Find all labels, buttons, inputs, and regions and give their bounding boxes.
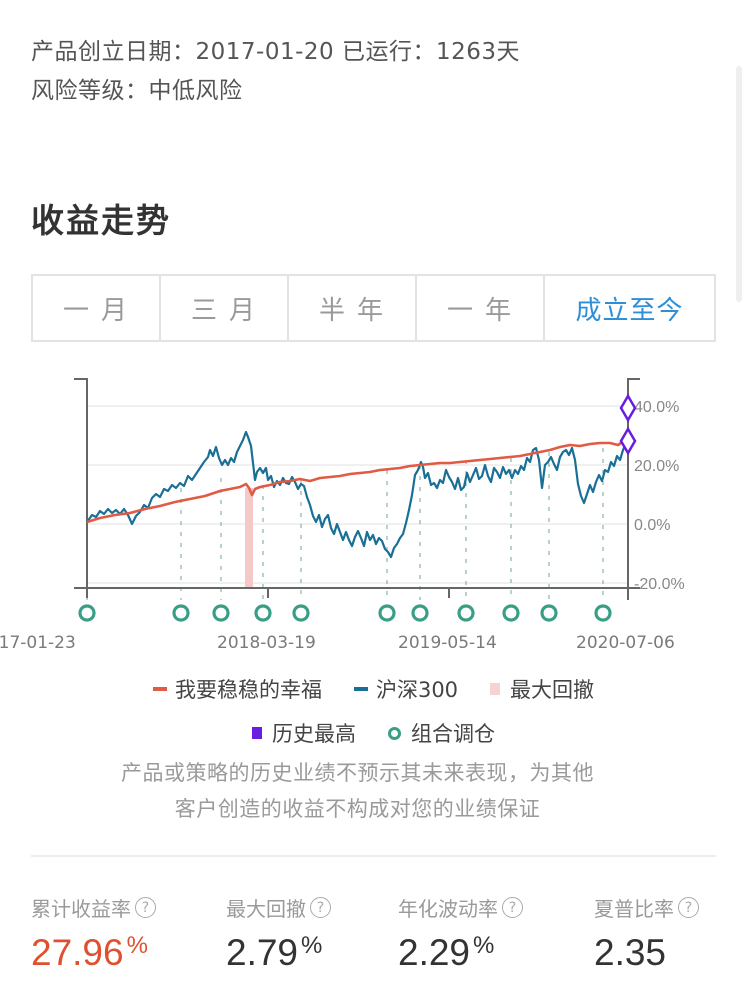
metric-cumulative-return: 累计收益率 ? 27.96% [31, 893, 156, 974]
rebalance-markers[interactable] [78, 604, 612, 622]
product-founded-line: 产品创立日期：2017-01-20 已运行：1263天 [31, 32, 520, 66]
help-icon[interactable]: ? [678, 897, 699, 918]
help-icon[interactable]: ? [135, 897, 156, 918]
metric-unit: % [126, 932, 148, 959]
tab-one-month[interactable]: 一月 [33, 276, 161, 340]
metric-sharpe-ratio: 夏普比率 ? 2.35 [594, 893, 699, 974]
help-icon[interactable]: ? [502, 897, 523, 918]
metric-label: 累计收益率 [31, 897, 131, 921]
section-title: 收益走势 [31, 201, 171, 240]
legend-row-2: 历史最高 组合调仓 [0, 718, 747, 748]
legend-product[interactable]: 我要稳稳的幸福 [152, 674, 322, 704]
metric-unit: % [473, 932, 495, 959]
help-icon[interactable]: ? [310, 897, 331, 918]
legend-drawdown[interactable]: 最大回撤 [490, 674, 594, 704]
svg-text:0.0%: 0.0% [634, 517, 670, 534]
founded-date: 2017-01-20 [195, 39, 335, 65]
disclaimer-line-2: 客户创造的收益不构成对您的业绩保证 [174, 797, 541, 821]
svg-text:20.0%: 20.0% [634, 458, 679, 475]
x-label-2: 2018-03-19 [217, 633, 316, 653]
running-label: 已运行： [341, 39, 436, 65]
x-label-4: 2020-07-06 [576, 633, 675, 653]
high-marker-icon [619, 393, 637, 423]
scrollbar[interactable] [736, 66, 742, 302]
tab-half-year[interactable]: 半年 [289, 276, 417, 340]
svg-text:40.0%: 40.0% [634, 399, 679, 416]
benchmark-line [86, 430, 630, 559]
metric-label: 夏普比率 [594, 897, 674, 921]
drawdown-swatch-icon [490, 683, 501, 695]
legend-benchmark-label: 沪深300 [375, 678, 459, 702]
running-days: 1263天 [435, 39, 521, 65]
metric-value: 27.96 [31, 932, 124, 973]
founded-label: 产品创立日期： [31, 39, 196, 65]
metric-annual-volatility: 年化波动率 ? 2.29% [398, 893, 523, 974]
metric-value: 2.29 [398, 932, 471, 973]
legend-drawdown-label: 最大回撤 [510, 678, 595, 702]
metric-max-drawdown: 最大回撤 ? 2.79% [226, 893, 331, 974]
legend-product-label: 我要稳稳的幸福 [174, 678, 322, 702]
risk-level-line: 风险等级：中低风险 [31, 71, 243, 105]
product-line-swatch-icon [152, 687, 167, 691]
legend-rebalance-label: 组合调仓 [411, 722, 495, 746]
x-label-1: 2017-01-23 [0, 633, 76, 653]
historical-high-markers [619, 393, 637, 456]
legend-high[interactable]: 历史最高 [252, 718, 356, 748]
disclaimer-line-1: 产品或策略的历史业绩不预示其未来表现，为其他 [121, 761, 594, 785]
metric-value: 2.79 [226, 932, 299, 973]
metric-label: 最大回撤 [226, 897, 306, 921]
legend-benchmark[interactable]: 沪深300 [353, 674, 459, 704]
product-line [86, 438, 629, 524]
period-tabs: 一月 三月 半年 一年 成立至今 [31, 274, 716, 342]
tab-one-year[interactable]: 一年 [417, 276, 545, 340]
high-swatch-icon [252, 727, 262, 739]
tab-since-inception[interactable]: 成立至今 [575, 295, 684, 326]
metric-unit: % [301, 932, 323, 959]
legend-high-label: 历史最高 [272, 722, 356, 746]
x-label-3: 2019-05-14 [398, 633, 497, 653]
risk-value: 中低风险 [148, 78, 243, 104]
legend-rebalance[interactable]: 组合调仓 [388, 718, 495, 748]
tab-three-months[interactable]: 三月 [161, 276, 289, 340]
high-marker-icon [619, 426, 637, 456]
benchmark-line-swatch-icon [353, 687, 368, 691]
max-drawdown-band [245, 488, 253, 588]
metric-label: 年化波动率 [398, 897, 498, 921]
rebalance-ring-icon [388, 726, 401, 740]
y-axis-labels: 40.0% 20.0% 0.0% -20.0% [634, 399, 685, 593]
axes [74, 378, 640, 600]
svg-text:-20.0%: -20.0% [634, 576, 685, 593]
gridlines [87, 405, 628, 584]
risk-label: 风险等级： [31, 78, 149, 104]
divider [31, 855, 716, 857]
return-chart[interactable]: 40.0% 20.0% 0.0% -20.0% [0, 360, 747, 630]
metric-value: 2.35 [594, 932, 667, 973]
legend-row-1: 我要稳稳的幸福 沪深300 最大回撤 [0, 674, 747, 704]
